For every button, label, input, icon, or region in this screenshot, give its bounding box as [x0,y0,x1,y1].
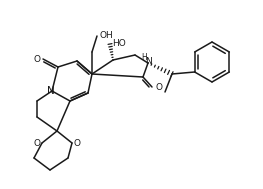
Text: O: O [155,83,162,91]
Text: O: O [34,139,41,149]
Text: HO: HO [112,39,126,47]
Text: N: N [145,57,151,67]
Text: H: H [141,53,147,61]
Text: N: N [47,86,55,96]
Text: OH: OH [100,32,114,40]
Text: O: O [33,54,40,64]
Text: O: O [73,139,80,149]
